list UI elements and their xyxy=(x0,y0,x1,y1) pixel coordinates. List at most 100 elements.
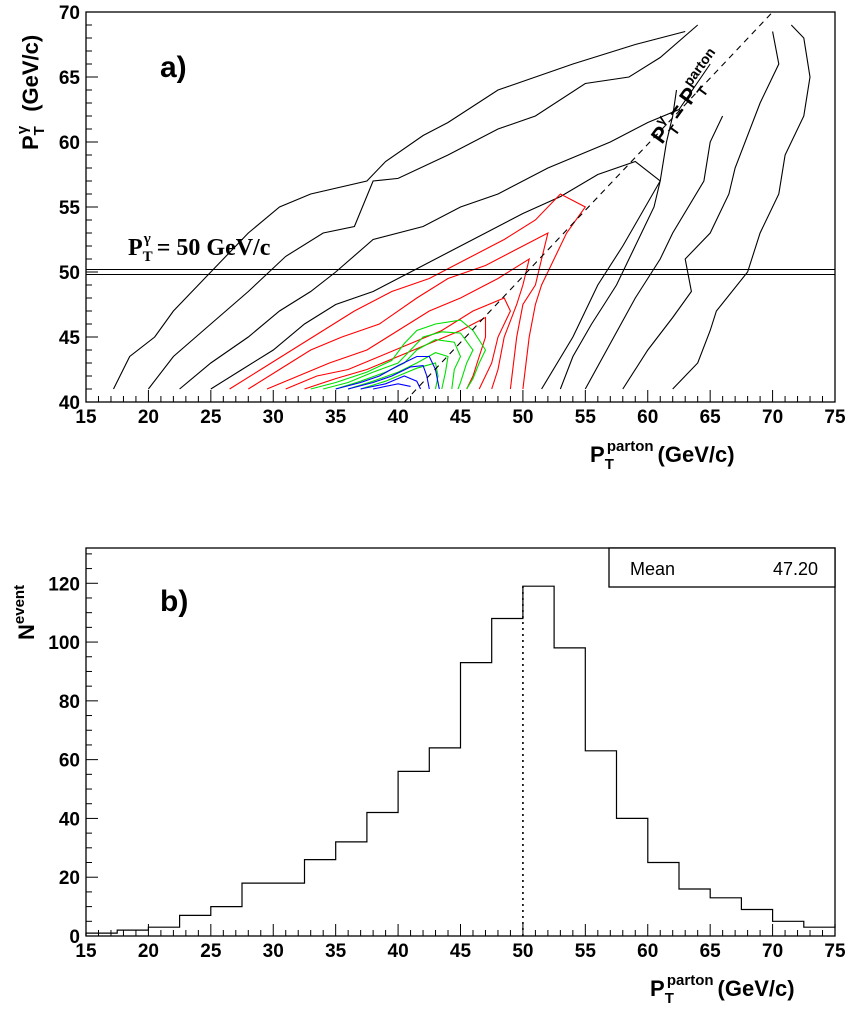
histogram-bin-21 xyxy=(741,910,772,936)
contour-line-11 xyxy=(323,331,474,390)
xb-label-sup: parton xyxy=(667,972,714,989)
xb-label-35: 35 xyxy=(325,941,347,962)
contour-line-7 xyxy=(266,257,531,390)
y-axis-ticks-b: 0 20 40 60 80 100 120 xyxy=(48,553,98,948)
histogram-outline xyxy=(85,585,836,936)
xb-label-55: 55 xyxy=(575,941,597,962)
yb-label-20: 20 xyxy=(59,868,80,889)
xa-label-50: 50 xyxy=(512,407,533,428)
contour-line-12 xyxy=(335,339,462,390)
y-axis-label-b: Nevent xyxy=(11,585,39,640)
histogram-bin-19 xyxy=(679,889,710,936)
xb-label-30: 30 xyxy=(263,941,284,962)
xb-label-75: 75 xyxy=(824,941,846,962)
contour-line-9 xyxy=(304,316,487,390)
contour-line-4 xyxy=(210,160,661,390)
xa-label-60: 60 xyxy=(637,407,658,428)
xb-label-40: 40 xyxy=(388,941,409,962)
contour-line-13 xyxy=(347,352,449,390)
yb-label-0: 0 xyxy=(69,927,80,948)
thr-text: = 50 GeV/c xyxy=(151,235,271,261)
contour-line-18 xyxy=(372,383,411,390)
contour-line-2 xyxy=(147,24,699,390)
contour-lines xyxy=(113,24,811,390)
y-label-unit: (GeV/c) xyxy=(18,35,43,112)
y-axis-label-a: PTγ (GeV/c) xyxy=(14,35,48,150)
ya-label-45: 45 xyxy=(59,328,81,349)
xa-label-65: 65 xyxy=(700,407,722,428)
contour-line-10 xyxy=(310,319,487,390)
xa-label-40: 40 xyxy=(388,407,409,428)
xb-label-unit: (GeV/c) xyxy=(718,976,795,1001)
yb-label-sup: event xyxy=(11,585,28,624)
histogram-bin-23 xyxy=(804,927,835,936)
stats-value: 47.20 xyxy=(773,559,818,579)
contour-line-17 xyxy=(360,375,422,390)
xa-label-15: 15 xyxy=(75,407,97,428)
xb-label-base: P xyxy=(650,976,665,1001)
y-label-base: P xyxy=(18,135,43,150)
diag-sup2: parton xyxy=(680,44,719,89)
histogram-bin-14 xyxy=(523,586,554,936)
y-label-sub: T xyxy=(31,126,48,135)
xa-label-75: 75 xyxy=(824,407,846,428)
histogram-bin-9 xyxy=(367,813,398,936)
histogram-bin-7 xyxy=(304,860,335,936)
yb-label-60: 60 xyxy=(59,751,80,772)
contour-line-1 xyxy=(113,30,686,390)
svg-text:Nevent: Nevent xyxy=(11,585,39,640)
xa-label-30: 30 xyxy=(263,407,284,428)
yb-label-80: 80 xyxy=(59,692,80,713)
contour-line-14 xyxy=(360,362,439,390)
xb-label-60: 60 xyxy=(637,941,658,962)
diagonal-line xyxy=(403,11,773,403)
histogram-bars xyxy=(85,585,836,936)
yb-label-40: 40 xyxy=(59,809,80,830)
histogram-bin-18 xyxy=(648,863,679,936)
contour-line-5 xyxy=(229,193,587,390)
histogram-bin-16 xyxy=(585,751,616,936)
histogram-bin-10 xyxy=(398,771,429,936)
svg-text:PTγ(GeV/c): PTγ (GeV/c) xyxy=(14,35,48,150)
contour-line-21 xyxy=(622,31,780,390)
ya-label-55: 55 xyxy=(59,198,81,219)
thr-sup: γ xyxy=(143,231,151,247)
xb-label-sub: T xyxy=(665,990,674,1007)
xa-label-20: 20 xyxy=(138,407,159,428)
x-axis-ticks-a: 15 20 25 30 35 40 45 50 55 60 65 70 75 xyxy=(75,390,846,428)
ya-label-65: 65 xyxy=(59,68,81,89)
xb-label-15: 15 xyxy=(75,941,97,962)
contour-line-16 xyxy=(347,365,430,390)
xb-label-45: 45 xyxy=(450,941,472,962)
yb-label-120: 120 xyxy=(48,574,80,595)
histogram-bin-4 xyxy=(211,907,242,936)
contour-panel: 15 20 25 30 35 40 45 50 55 60 65 70 75 40 45 50 55 60 65 7… xyxy=(14,3,846,473)
contour-line-3 xyxy=(179,63,711,390)
thr-sub: T xyxy=(143,249,153,265)
xb-label-20: 20 xyxy=(138,941,159,962)
threshold-annotation: PTγ = 50 GeV/c xyxy=(128,231,271,265)
panel-label-a: a) xyxy=(160,51,187,84)
x-axis-label-b: PTparton (GeV/c) xyxy=(650,972,795,1007)
stats-label: Mean xyxy=(630,559,675,579)
x-axis-ticks-b: 15 20 25 30 35 40 45 50 55 60 65 70 75 xyxy=(75,924,846,962)
contour-line-15 xyxy=(335,355,440,390)
xb-label-50: 50 xyxy=(512,941,533,962)
contour-line-22 xyxy=(672,24,811,390)
ya-label-50: 50 xyxy=(59,263,80,284)
xa-label-35: 35 xyxy=(325,407,347,428)
histogram-panel: 15 20 25 30 35 40 45 50 55 60 65 70 75 0 20 40 60 80 100 1… xyxy=(11,547,846,1007)
y-label-sup: γ xyxy=(14,125,31,134)
yb-label-100: 100 xyxy=(48,633,80,654)
ya-label-40: 40 xyxy=(59,393,80,414)
threshold-line xyxy=(86,268,835,276)
y-axis-ticks-a: 40 45 50 55 60 65 70 xyxy=(59,3,98,414)
x-label-sub: T xyxy=(605,456,614,473)
ya-label-70: 70 xyxy=(59,3,80,24)
thr-base: P xyxy=(128,235,143,261)
contour-line-6 xyxy=(248,231,549,390)
xa-label-45: 45 xyxy=(450,407,472,428)
xb-label-65: 65 xyxy=(700,941,722,962)
xa-label-70: 70 xyxy=(762,407,783,428)
panel-label-b: b) xyxy=(160,585,188,618)
